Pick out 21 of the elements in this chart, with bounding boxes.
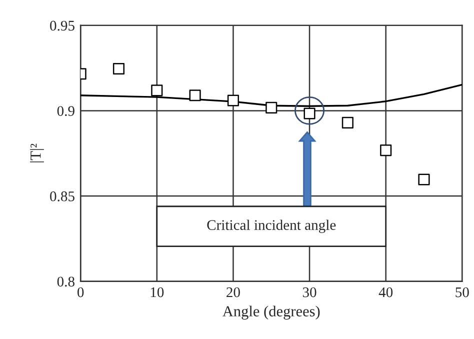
y-tick-label: 0.85 <box>50 191 74 202</box>
point <box>380 144 392 156</box>
point <box>189 90 201 102</box>
x-tick-label: 20 <box>226 287 240 298</box>
x-tick-label: 40 <box>378 287 393 298</box>
x-tick-label: 0 <box>77 287 84 298</box>
y-tick-label: 0.8 <box>57 276 74 287</box>
point <box>227 94 239 106</box>
x-tick-label: 50 <box>456 287 469 298</box>
point <box>151 84 163 96</box>
annotation: Critical incident angle <box>207 220 336 233</box>
point <box>342 116 354 128</box>
x-tick-label: 10 <box>150 287 164 298</box>
x-tick-label: 30 <box>302 287 316 298</box>
y-tick-label: 0.95 <box>50 20 74 31</box>
x-axis-title: Angle (degrees) <box>222 306 320 320</box>
point <box>266 102 278 114</box>
point <box>112 62 125 75</box>
y-tick-label: 0.9 <box>57 106 74 116</box>
y-axis-title: |T|² <box>30 144 44 162</box>
point <box>418 174 430 186</box>
